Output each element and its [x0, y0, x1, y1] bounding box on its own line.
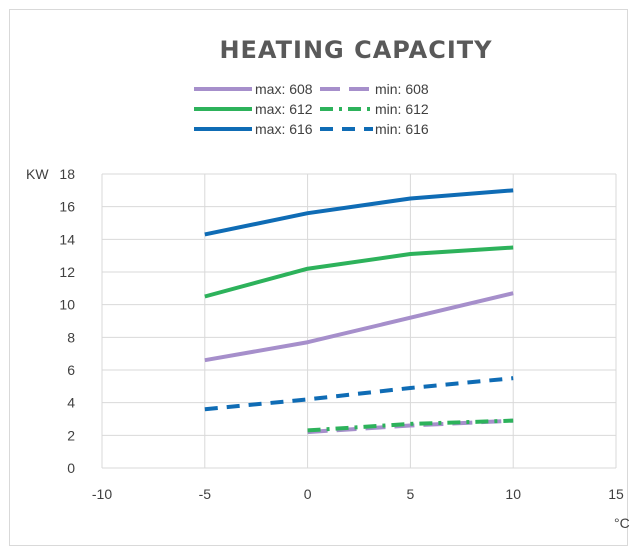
y-tick-label: 14 [59, 231, 75, 247]
series-line-max-608 [204, 291, 514, 363]
x-tick-label: 5 [407, 486, 415, 502]
x-tick-label: 0 [304, 486, 312, 502]
y-tick-label: 12 [59, 264, 75, 280]
x-axis-label: °C [614, 515, 630, 531]
chart-frame [9, 9, 628, 546]
x-tick-label: -10 [92, 486, 112, 502]
legend-label: max: 616 [255, 121, 313, 137]
series-line-max-616 [204, 188, 514, 237]
series-lines [204, 188, 514, 435]
y-tick-label: 18 [59, 166, 75, 182]
x-tick-label: 15 [608, 486, 624, 502]
series-line-min-616 [204, 376, 514, 412]
chart-title: HEATING CAPACITY [219, 36, 492, 64]
y-tick-label: 4 [67, 395, 75, 411]
gridlines [101, 173, 617, 469]
legend-label: min: 616 [375, 121, 429, 137]
y-tick-label: 2 [67, 427, 75, 443]
axes: 0 2 4 6 8 10 12 14 16 18 -10 -5 0 5 10 15 [59, 166, 624, 502]
y-tick-label: 0 [67, 460, 75, 476]
series-line-max-612 [204, 245, 514, 299]
legend-label: min: 608 [375, 81, 429, 97]
y-tick-label: 6 [67, 362, 75, 378]
y-tick-label: 16 [59, 199, 75, 215]
legend-label: min: 612 [375, 101, 429, 117]
x-tick-label: -5 [199, 486, 212, 502]
legend-label: max: 608 [255, 81, 313, 97]
y-tick-label: 8 [67, 329, 75, 345]
y-tick-label: 10 [59, 297, 75, 313]
legend: max: 608 min: 608 max: 612 min: 612 max: 616… [194, 81, 429, 137]
x-tick-label: 10 [505, 486, 521, 502]
series-line-min-612 [307, 418, 514, 433]
y-axis-label: KW [26, 166, 49, 182]
legend-label: max: 612 [255, 101, 313, 117]
